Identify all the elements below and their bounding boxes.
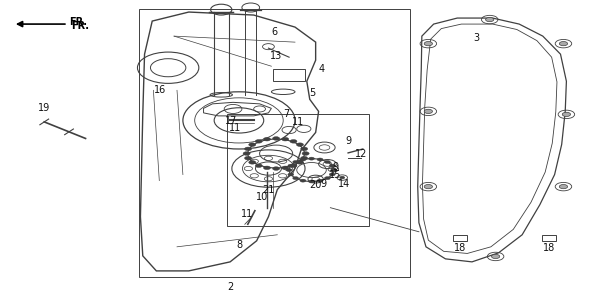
Circle shape bbox=[309, 180, 314, 183]
Circle shape bbox=[302, 152, 309, 155]
Text: 11: 11 bbox=[292, 117, 304, 127]
Circle shape bbox=[324, 177, 330, 180]
Text: 5: 5 bbox=[310, 88, 316, 98]
Circle shape bbox=[491, 254, 500, 259]
Bar bbox=[227, 114, 369, 226]
Circle shape bbox=[273, 137, 280, 140]
Circle shape bbox=[300, 179, 306, 182]
Circle shape bbox=[486, 17, 494, 22]
Circle shape bbox=[243, 152, 250, 155]
Bar bbox=[273, 69, 305, 81]
Circle shape bbox=[288, 164, 294, 167]
Text: 9: 9 bbox=[320, 178, 326, 189]
Circle shape bbox=[293, 160, 299, 163]
Circle shape bbox=[290, 140, 297, 143]
Bar bbox=[139, 9, 410, 277]
Circle shape bbox=[296, 143, 303, 147]
Text: FR.: FR. bbox=[71, 21, 90, 31]
Circle shape bbox=[329, 173, 335, 176]
Text: 8: 8 bbox=[236, 240, 242, 250]
Circle shape bbox=[290, 164, 297, 167]
Text: 4: 4 bbox=[319, 64, 324, 74]
Bar bbox=[453, 235, 467, 241]
Text: 19: 19 bbox=[38, 103, 50, 113]
Circle shape bbox=[329, 164, 335, 167]
Text: 16: 16 bbox=[155, 85, 166, 95]
Text: 3: 3 bbox=[474, 33, 480, 43]
Text: 7: 7 bbox=[283, 109, 289, 119]
Text: 6: 6 bbox=[271, 26, 277, 37]
Text: FR.: FR. bbox=[70, 17, 88, 27]
Circle shape bbox=[301, 156, 308, 160]
Text: 17: 17 bbox=[225, 116, 237, 126]
Circle shape bbox=[309, 157, 314, 160]
Circle shape bbox=[331, 169, 337, 172]
Text: 10: 10 bbox=[257, 192, 268, 202]
Circle shape bbox=[424, 42, 432, 46]
Circle shape bbox=[559, 185, 568, 189]
Circle shape bbox=[244, 147, 251, 151]
Text: 9: 9 bbox=[345, 136, 351, 147]
Circle shape bbox=[288, 173, 294, 176]
Circle shape bbox=[249, 143, 256, 147]
Circle shape bbox=[264, 166, 271, 170]
Circle shape bbox=[300, 158, 306, 161]
Text: 21: 21 bbox=[263, 185, 274, 195]
Circle shape bbox=[562, 112, 571, 116]
Circle shape bbox=[281, 166, 289, 170]
Circle shape bbox=[296, 160, 303, 164]
Text: 18: 18 bbox=[454, 243, 466, 253]
Text: 20: 20 bbox=[309, 180, 321, 190]
Circle shape bbox=[301, 147, 308, 151]
Circle shape bbox=[317, 158, 323, 161]
Text: 12: 12 bbox=[355, 148, 367, 159]
Circle shape bbox=[293, 177, 299, 180]
Circle shape bbox=[424, 109, 432, 113]
Circle shape bbox=[281, 137, 289, 141]
Text: 13: 13 bbox=[270, 51, 282, 61]
Circle shape bbox=[286, 169, 292, 172]
Text: 11: 11 bbox=[229, 123, 241, 133]
Circle shape bbox=[244, 156, 251, 160]
Text: 11: 11 bbox=[241, 209, 253, 219]
Text: 2: 2 bbox=[227, 282, 233, 293]
Circle shape bbox=[249, 160, 256, 164]
Circle shape bbox=[255, 140, 263, 143]
Circle shape bbox=[331, 168, 336, 170]
Text: 14: 14 bbox=[339, 179, 350, 189]
Circle shape bbox=[424, 185, 432, 189]
Bar bbox=[542, 235, 556, 241]
Text: 9: 9 bbox=[332, 162, 338, 172]
Circle shape bbox=[559, 42, 568, 46]
Circle shape bbox=[317, 179, 323, 182]
Circle shape bbox=[273, 167, 280, 170]
Circle shape bbox=[324, 160, 330, 163]
Circle shape bbox=[264, 137, 271, 141]
Circle shape bbox=[255, 164, 263, 167]
Text: 15: 15 bbox=[329, 169, 341, 180]
Circle shape bbox=[340, 176, 345, 179]
Text: 18: 18 bbox=[543, 243, 555, 253]
